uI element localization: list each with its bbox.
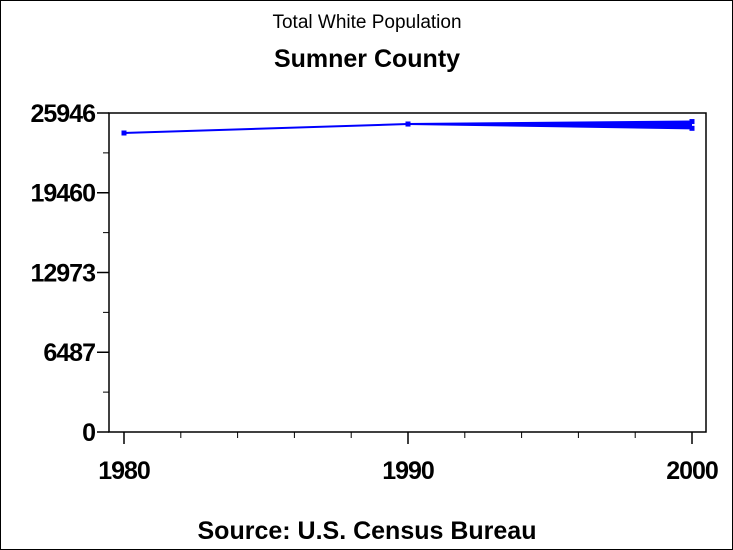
y-tick-label: 25946 (30, 100, 95, 128)
estimate-band (408, 121, 692, 129)
y-tick-label: 19460 (30, 180, 95, 208)
chart-subtitle: Sumner County (274, 45, 460, 73)
y-tick-label: 0 (82, 419, 95, 447)
chart-title: Total White Population (272, 12, 461, 33)
x-tick-label: 2000 (666, 457, 718, 485)
plot-frame (108, 112, 707, 433)
y-tick-label: 6487 (43, 339, 95, 367)
y-tick-label: 12973 (30, 260, 95, 288)
series-line-census (123, 123, 409, 134)
data-point (121, 130, 127, 136)
chart-footnote: Source: U.S. Census Bureau (198, 517, 537, 545)
x-tick-label: 1990 (382, 457, 434, 485)
x-tick-label: 1980 (98, 457, 150, 485)
